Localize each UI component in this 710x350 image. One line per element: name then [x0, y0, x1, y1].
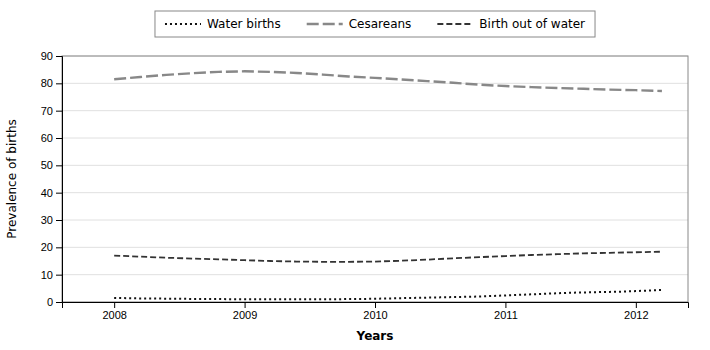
- tick-label: 2012: [624, 309, 648, 321]
- grid-line: [62, 83, 688, 84]
- grid: [62, 56, 688, 302]
- grid-line: [62, 138, 688, 139]
- legend-label: Cesareans: [349, 17, 412, 31]
- legend-item: Cesareans: [307, 17, 412, 31]
- tick: 2009: [233, 302, 257, 321]
- tick: 60: [41, 132, 62, 144]
- tick: 30: [41, 214, 62, 226]
- tick: 0: [47, 296, 62, 308]
- axis-line: [63, 303, 689, 309]
- grid-line: [62, 274, 688, 275]
- axis-line: [56, 57, 63, 303]
- tick-mark: [56, 247, 62, 248]
- y-axis: 0 10 20 30 40 50 60 70 80 90: [41, 50, 63, 308]
- tick-label: 2009: [233, 309, 257, 321]
- x-axis: 2008 2009 2010 2011 2012: [63, 302, 689, 321]
- x-axis-title: Years: [356, 329, 394, 343]
- tick-mark: [56, 302, 62, 303]
- tick-mark: [245, 302, 246, 308]
- plot-frame: [62, 56, 688, 302]
- grid-line: [62, 192, 688, 193]
- y-axis-title: Prevalence of births: [5, 119, 19, 238]
- tick: 90: [41, 50, 62, 62]
- tick: 20: [41, 241, 62, 253]
- series-line: [114, 252, 662, 262]
- tick: 2010: [363, 302, 387, 321]
- legend: Water births Cesareans Birth out of water: [155, 11, 595, 37]
- tick-label: 30: [41, 214, 53, 226]
- chart-container: 2008 2009 2010 2011 2012 0 10 20 30 40 50 60 70 80 90 Y…: [0, 0, 710, 350]
- tick-mark: [375, 302, 376, 308]
- tick-label: 2008: [102, 309, 126, 321]
- tick-mark: [56, 220, 62, 221]
- tick-mark: [56, 56, 62, 57]
- legend-swatch: [307, 23, 343, 25]
- tick-label: 10: [41, 269, 53, 281]
- legend-item: Water births: [165, 17, 281, 31]
- tick-label: 60: [41, 132, 53, 144]
- grid-line: [62, 165, 688, 166]
- legend-item: Birth out of water: [437, 17, 585, 31]
- chart-svg: 2008 2009 2010 2011 2012 0 10 20 30 40 50 60 70 80 90 Y…: [0, 0, 710, 350]
- tick: 2011: [494, 302, 518, 321]
- tick: 70: [41, 105, 62, 117]
- tick-mark: [56, 138, 62, 139]
- tick-label: 20: [41, 241, 53, 253]
- tick-label: 40: [41, 187, 53, 199]
- series-line: [114, 71, 662, 91]
- tick: 40: [41, 187, 62, 199]
- legend-frame: [155, 11, 595, 37]
- tick-label: 0: [47, 296, 53, 308]
- tick-label: 70: [41, 105, 53, 117]
- tick-mark: [636, 302, 637, 308]
- tick-label: 2010: [363, 309, 387, 321]
- tick-label: 2011: [494, 309, 518, 321]
- legend-label: Water births: [207, 17, 281, 31]
- tick-mark: [56, 275, 62, 276]
- tick: 2012: [624, 302, 648, 321]
- tick: 2008: [102, 302, 126, 321]
- tick: 10: [41, 269, 62, 281]
- tick-mark: [56, 83, 62, 84]
- tick: 50: [41, 159, 62, 171]
- legend-label: Birth out of water: [479, 17, 585, 31]
- grid-line: [62, 247, 688, 248]
- grid-line: [62, 220, 688, 221]
- tick-mark: [56, 193, 62, 194]
- series-line: [114, 290, 662, 299]
- tick-label: 80: [41, 77, 53, 89]
- tick-mark: [56, 165, 62, 166]
- tick-label: 50: [41, 159, 53, 171]
- tick-label: 90: [41, 50, 53, 62]
- legend-swatch: [165, 23, 201, 25]
- tick: 80: [41, 77, 62, 89]
- tick-mark: [114, 302, 115, 308]
- tick-mark: [56, 111, 62, 112]
- tick-mark: [505, 302, 506, 308]
- grid-line: [62, 110, 688, 111]
- legend-swatch: [437, 23, 473, 25]
- plot-area: [114, 71, 662, 299]
